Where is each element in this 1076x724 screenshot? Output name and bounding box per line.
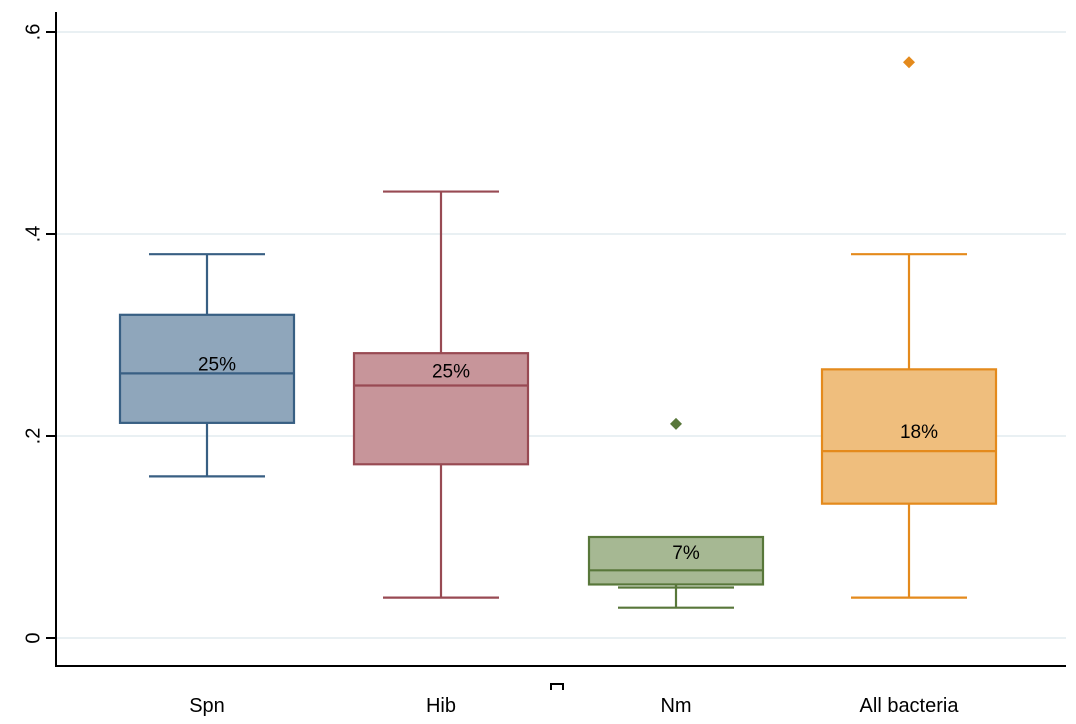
y-tick-label: .2 — [22, 428, 44, 445]
outlier-point — [670, 417, 682, 430]
y-tick-label: .6 — [22, 24, 44, 41]
x-category-label: Spn — [189, 695, 225, 717]
labels: 0 .2 .4 .6 25% Spn 25% Hib 7% Nm 18% All bacteria — [22, 24, 959, 717]
y-tick-label: .4 — [22, 226, 44, 243]
box-percent-label: 18% — [900, 422, 938, 443]
axes — [55, 12, 1066, 690]
x-axis-marker-icon — [550, 683, 564, 690]
box-percent-label: 25% — [432, 361, 470, 382]
box-hib — [352, 190, 530, 599]
y-tick-label: 0 — [22, 632, 44, 643]
x-category-label: Hib — [426, 695, 456, 717]
x-category-label: All bacteria — [860, 695, 960, 717]
box-nm — [587, 417, 765, 609]
box-all-bacteria — [820, 56, 998, 599]
iqr-box — [587, 535, 765, 586]
x-category-label: Nm — [660, 695, 691, 717]
box-percent-label: 7% — [672, 543, 700, 564]
iqr-box — [820, 368, 998, 505]
box-spn — [118, 253, 296, 478]
outlier-point — [903, 56, 915, 69]
iqr-box — [352, 352, 530, 466]
iqr-box — [118, 313, 296, 424]
boxes — [118, 56, 998, 609]
box-percent-label: 25% — [198, 354, 236, 375]
